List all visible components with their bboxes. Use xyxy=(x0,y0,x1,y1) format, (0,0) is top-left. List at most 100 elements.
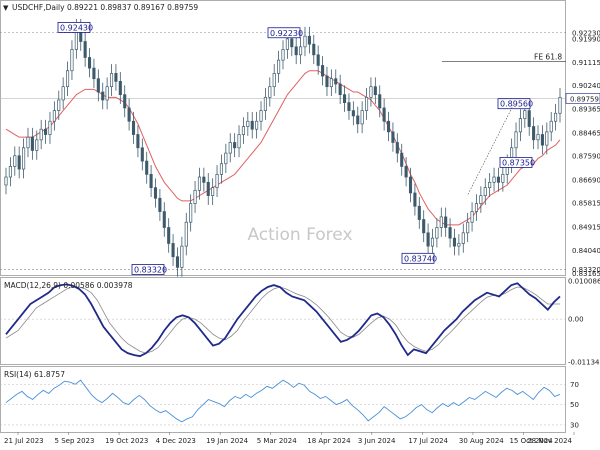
candle-body xyxy=(57,99,61,111)
candle-body xyxy=(35,139,39,151)
macd-signal-line xyxy=(5,286,560,354)
candle-body xyxy=(17,155,21,170)
price-annotation-label: 0.89560 xyxy=(500,100,533,109)
chart-title-marker: ▼ xyxy=(3,4,9,12)
price-tick-label: 0.86690 xyxy=(572,176,600,184)
price-tick-label: 0.87590 xyxy=(572,153,600,161)
candle-body xyxy=(461,232,465,244)
price-annotation-label: 0.92230 xyxy=(270,29,303,38)
x-axis-label: 18 Apr 2024 xyxy=(307,437,351,445)
candle-body xyxy=(303,35,307,48)
candle-body xyxy=(92,67,96,80)
price-tick-label: 0.85815 xyxy=(572,200,600,208)
candle-body xyxy=(404,166,408,178)
candle-body xyxy=(162,211,166,228)
candle-body xyxy=(233,142,237,149)
candle-body xyxy=(422,219,426,234)
candle-body xyxy=(22,147,26,170)
moving-average-layer xyxy=(5,70,561,226)
candle-body xyxy=(197,176,202,191)
candle-body xyxy=(299,46,303,56)
close-price-tag-label: 0.89759 xyxy=(570,95,599,103)
price-annotation-box xyxy=(57,22,91,33)
candle-body xyxy=(338,83,342,96)
candle-body xyxy=(312,43,316,56)
close-price-tag xyxy=(565,93,600,104)
candle-body xyxy=(202,176,206,183)
candle-body xyxy=(413,192,417,207)
candle-body xyxy=(66,70,70,88)
candle-body xyxy=(334,78,338,85)
price-panel xyxy=(0,0,566,276)
candle-body xyxy=(329,78,333,88)
candle-body xyxy=(114,73,118,82)
price-annotation-box xyxy=(499,157,533,168)
candle-body xyxy=(175,256,180,268)
candle-body xyxy=(109,73,114,88)
macd-tick-label: -0.011342 xyxy=(568,359,600,367)
rsi-tick-label: 30 xyxy=(570,421,579,429)
macd-panel-title: MACD(12,26,9) 0.00586 0.003978 xyxy=(4,281,133,290)
candle-body xyxy=(158,197,162,212)
candle-body xyxy=(149,174,153,189)
price-tick-label: 0.91115 xyxy=(572,59,600,67)
candle-body xyxy=(470,211,474,223)
fe-label: FE 61.8 xyxy=(534,52,562,61)
candle-body xyxy=(219,163,223,175)
x-axis-label: 21 Jul 2023 xyxy=(4,437,44,445)
rsi-tick-label: 50 xyxy=(570,401,579,409)
candle-body xyxy=(307,35,311,45)
candle-body xyxy=(140,147,144,162)
candle-body xyxy=(364,96,369,111)
candle-body xyxy=(193,189,197,204)
candle-body xyxy=(224,152,228,165)
candle-body xyxy=(180,245,184,268)
candle-body xyxy=(123,94,127,109)
candle-body xyxy=(479,195,483,204)
candle-body xyxy=(263,96,267,111)
candles-layer xyxy=(4,18,562,277)
candle-body xyxy=(518,118,522,133)
candle-body xyxy=(426,232,430,247)
candle-body xyxy=(211,187,215,196)
candle-body xyxy=(444,216,448,228)
candle-body xyxy=(131,120,136,135)
annotations-layer: 0.92430 0.92230 0.83320 0.83740 0.89560 0.873… xyxy=(57,22,535,275)
candle-body xyxy=(184,221,188,247)
retracement-line xyxy=(467,103,515,195)
price-tick-label: 0.83320 xyxy=(572,266,600,274)
candle-body xyxy=(259,110,263,122)
x-axis-label: 30 Aug 2024 xyxy=(459,437,504,445)
candle-body xyxy=(417,205,421,220)
candle-body xyxy=(48,120,52,135)
price-grid: FE 61.8 xyxy=(0,32,566,270)
candle-body xyxy=(483,187,487,196)
x-axis-label: 5 Sep 2023 xyxy=(55,437,95,445)
candle-body xyxy=(400,152,404,167)
candle-body xyxy=(290,38,294,48)
candle-body xyxy=(101,91,105,101)
moving-average-line xyxy=(5,70,561,226)
candle-body xyxy=(246,120,250,127)
candle-body xyxy=(52,110,56,122)
candle-body xyxy=(439,216,443,228)
price-tick-label: 0.91990 xyxy=(572,36,600,44)
candle-body xyxy=(87,57,92,69)
price-annotation-box xyxy=(267,27,301,39)
candle-body xyxy=(501,174,505,183)
candle-body xyxy=(347,102,351,111)
candle-body xyxy=(523,110,527,119)
candle-body xyxy=(171,243,175,258)
macd-layer: 0.010086 0.00 -0.011342 xyxy=(0,278,600,367)
candle-body xyxy=(549,120,553,133)
price-tick-label: 0.92230 xyxy=(572,29,600,37)
price-tick-label: 0.88465 xyxy=(572,129,600,137)
price-tick-label: 0.84915 xyxy=(572,224,600,232)
candle-body xyxy=(527,110,531,127)
rsi-panel xyxy=(0,366,566,433)
rsi-tick-label: 70 xyxy=(570,381,579,389)
candle-body xyxy=(277,59,281,74)
candle-body xyxy=(325,75,329,88)
candle-body xyxy=(268,86,272,98)
